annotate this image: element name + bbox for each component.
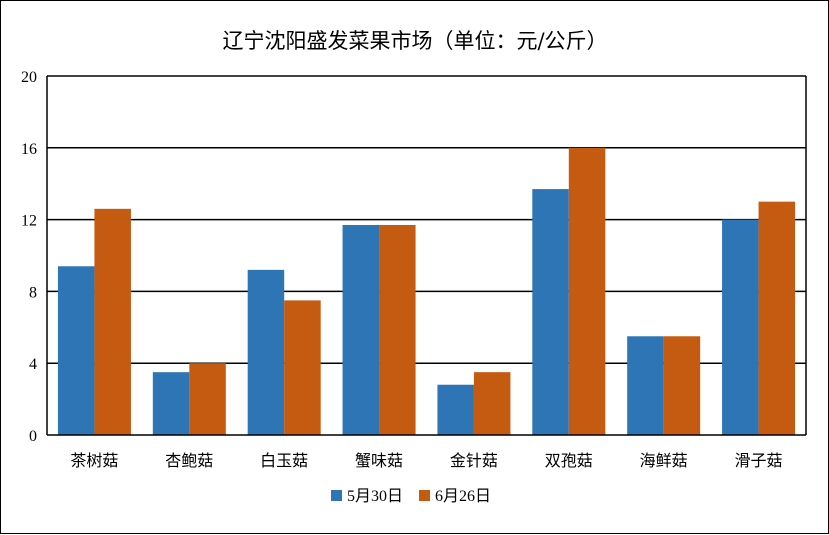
- bar: [722, 219, 759, 435]
- bar: [437, 384, 474, 435]
- legend-swatch: [331, 490, 342, 501]
- legend-swatch: [419, 490, 430, 501]
- y-tick-label: 8: [29, 284, 37, 301]
- bar: [758, 201, 796, 435]
- x-tick-label: 白玉菇: [260, 451, 308, 470]
- x-tick-label: 茶树菇: [70, 451, 118, 470]
- bar: [473, 372, 511, 435]
- y-tick-label: 20: [21, 69, 37, 86]
- legend-label: 6月26日: [435, 488, 491, 505]
- x-tick-label: 滑子菇: [735, 451, 783, 470]
- bar: [379, 224, 416, 435]
- bar: [94, 208, 131, 435]
- legend-label: 5月30日: [347, 488, 403, 505]
- x-tick-label: 海鲜菇: [640, 451, 688, 470]
- bar: [627, 336, 664, 435]
- y-tick-label: 4: [29, 356, 37, 373]
- legend: 5月30日 6月26日: [331, 488, 491, 505]
- x-tick-label: 杏鲍菇: [165, 451, 213, 470]
- bar: [532, 189, 569, 435]
- x-tick-label: 蟹味菇: [355, 451, 403, 470]
- axes: 0 4 8 12 16 20 茶树菇 杏鲍菇 白玉菇 蟹味菇 金针菇 双孢菇 海鲜菇 滑子菇: [21, 69, 807, 470]
- y-tick-label: 16: [21, 141, 37, 158]
- bars: [57, 147, 796, 436]
- bar: [568, 147, 606, 436]
- gridlines: [47, 75, 806, 364]
- bar: [189, 363, 226, 435]
- y-tick-label: 12: [21, 213, 37, 230]
- bar: [342, 224, 380, 435]
- chart-title: 辽宁沈阳盛发菜果市场（单位：元/公斤）: [222, 29, 607, 53]
- bar: [284, 300, 321, 435]
- y-tick-label: 0: [29, 428, 37, 445]
- bar: [663, 336, 701, 435]
- bar: [152, 372, 190, 435]
- bar: [57, 266, 95, 435]
- x-tick-label: 金针菇: [450, 451, 498, 470]
- x-tick-label: 双孢菇: [545, 451, 593, 470]
- bar: [247, 269, 285, 435]
